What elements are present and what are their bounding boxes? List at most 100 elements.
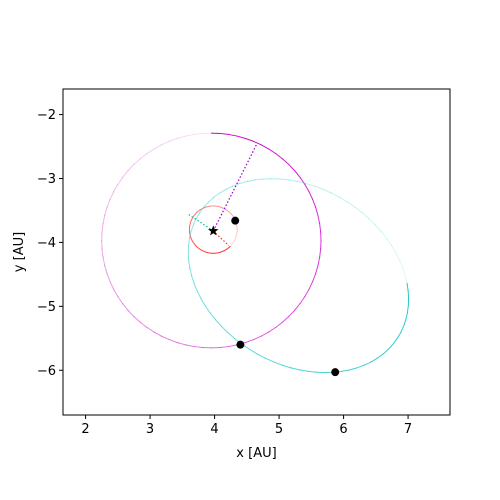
orbit-2-segment	[312, 273, 317, 283]
orbit-2-segment	[106, 198, 111, 208]
body-marker-2	[236, 340, 245, 349]
orbit-2-segment	[101, 248, 104, 258]
orbit-3-segment	[290, 367, 301, 371]
orbit-2-segment	[153, 144, 163, 150]
apsis-layer	[187, 143, 258, 247]
orbit-2-segment	[319, 223, 322, 233]
orbit-1-segment	[234, 238, 236, 241]
orbit-3-segment	[387, 343, 394, 350]
orbit-2-segment	[113, 288, 119, 298]
orbit-3-segment	[299, 369, 309, 372]
plot-frame	[62, 88, 451, 416]
orbit-2-segment	[299, 176, 306, 185]
x-tick-label: 5	[275, 422, 283, 437]
orbit-2-segment	[275, 153, 284, 160]
orbit-3-segment	[386, 238, 393, 247]
orbit-2-segment	[122, 170, 129, 178]
orbit-2-segment	[117, 296, 124, 305]
orbit-3-segment	[193, 282, 198, 292]
orbit-3-segment	[214, 319, 222, 327]
orbit-3-segment	[349, 367, 358, 371]
orbit-3-segment	[346, 201, 356, 208]
orbit-2-segment	[319, 248, 322, 258]
orbit-2-segment	[168, 137, 178, 142]
x-axis-label: x [AU]	[236, 446, 276, 461]
orbit-3-segment	[322, 188, 332, 194]
orbit-3-segment	[307, 370, 318, 373]
orbit-3-segment	[376, 353, 384, 359]
orbit-3-segment	[190, 224, 194, 233]
orbit-1-segment	[232, 241, 235, 245]
y-tick-label: −2	[37, 108, 56, 123]
orbit-1-segment	[235, 234, 237, 238]
orbit-3-segment	[361, 212, 370, 220]
apsis-line-2	[212, 143, 258, 232]
orbit-3-segment	[213, 192, 221, 198]
orbit-2-segment	[104, 206, 108, 216]
orbit-3-segment	[273, 361, 283, 366]
orbit-2-segment	[146, 326, 155, 333]
orbit-2-segment	[102, 214, 106, 225]
orbit-3-segment	[225, 185, 234, 190]
orbit-3-segment	[209, 312, 216, 321]
orbit-3-segment	[341, 369, 351, 372]
orbit-3-segment	[204, 305, 211, 314]
orbit-3-segment	[188, 260, 191, 269]
orbit-2-segment	[315, 265, 319, 275]
orbit-3-segment	[400, 325, 405, 334]
orbit-2-segment	[294, 170, 301, 178]
orbit-3-segment	[288, 179, 298, 182]
orbit-2-segment	[133, 158, 141, 166]
orbit-3-segment	[404, 275, 408, 284]
orbit-2-segment	[185, 344, 195, 348]
orbit-2-segment	[288, 164, 296, 172]
x-tick-label: 4	[210, 422, 218, 437]
body-marker-3	[331, 368, 340, 377]
orbit-3-segment	[203, 201, 210, 208]
orbit-3-segment	[208, 196, 215, 203]
orbit-1-segment	[234, 236, 237, 240]
orbit-2-segment	[133, 315, 141, 323]
orbit-2-segment	[102, 256, 106, 267]
orbit-2-segment	[299, 296, 306, 305]
orbit-3-segment	[391, 245, 397, 254]
orbit-3-segment	[220, 325, 229, 334]
orbit-3-segment	[281, 364, 292, 369]
orbit-2-segment	[308, 191, 314, 200]
orbit-3-segment	[188, 231, 192, 240]
orbit-3-segment	[195, 212, 201, 220]
orbit-2-segment	[139, 153, 148, 160]
orbit-1-segment	[218, 206, 222, 208]
orbit-1-segment	[230, 213, 234, 217]
orbit-2-segment	[275, 321, 284, 328]
orbit-3-segment	[191, 275, 195, 284]
orbit-3-segment	[392, 338, 398, 345]
orbit-2-segment	[252, 335, 262, 341]
orbit-1-segment	[230, 243, 234, 246]
orbit-3-segment	[200, 297, 206, 307]
x-tick-label: 3	[146, 422, 154, 437]
orbit-1-segment	[220, 206, 223, 209]
orbit-2-segment	[304, 183, 310, 193]
orbit-2-segment	[244, 339, 254, 344]
orbit-3-segment	[405, 312, 408, 321]
y-tick-label: −6	[37, 364, 56, 379]
orbit-2-segment	[109, 191, 115, 200]
orbit-2-segment	[294, 303, 301, 311]
orbit-2-segment	[308, 281, 314, 290]
orbit-2-segment	[109, 281, 115, 290]
orbit-2-segment	[312, 198, 317, 208]
orbit-1-segment	[221, 207, 225, 210]
orbit-2-segment	[315, 206, 319, 216]
orbit-2-segment	[176, 342, 187, 346]
body-marker-1	[231, 216, 240, 225]
orbit-1-segment	[205, 206, 209, 208]
y-tick-label: −5	[37, 300, 56, 315]
orbit-2-segment	[161, 140, 170, 146]
orbit-2-segment	[127, 309, 135, 317]
orbit-1-segment	[229, 212, 232, 215]
orbit-3-segment	[368, 218, 376, 226]
orbit-2-segment	[268, 326, 277, 333]
orbit-3-segment	[296, 180, 307, 184]
